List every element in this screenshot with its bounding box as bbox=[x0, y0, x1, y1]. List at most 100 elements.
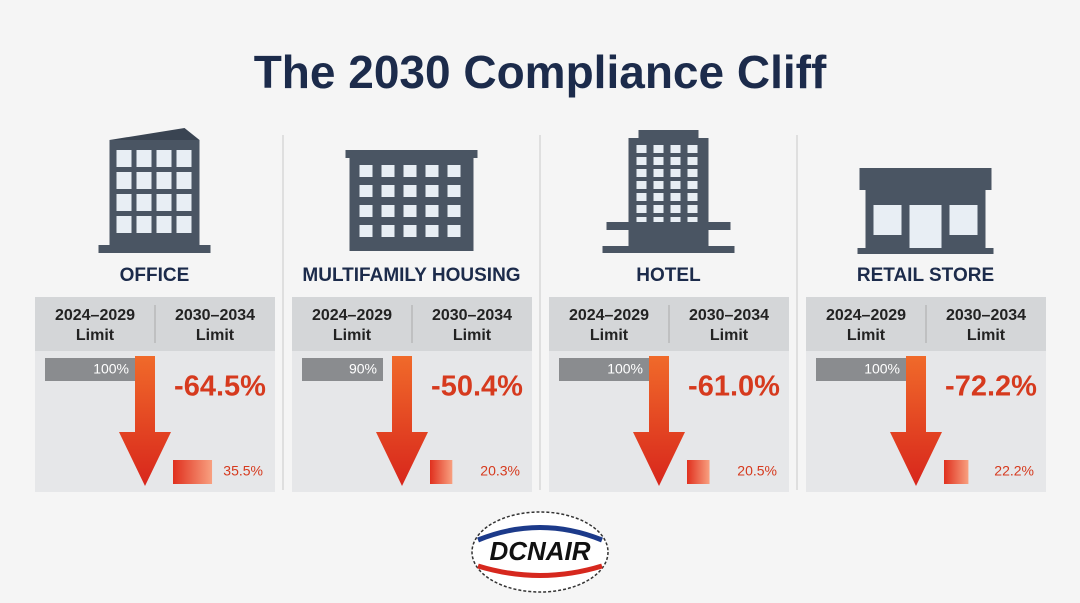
panel: HOTEL 2024–2029 Limit 2030–2034 Limit 100% -61… bbox=[539, 130, 789, 492]
icon-part bbox=[156, 216, 172, 233]
column-header: 2030–2034 bbox=[689, 307, 769, 324]
icon-part bbox=[670, 217, 681, 225]
drop-arrow bbox=[633, 356, 685, 486]
icon-part bbox=[176, 172, 192, 189]
icon-part bbox=[116, 172, 132, 189]
icon-part bbox=[447, 225, 461, 237]
column-header: 2024–2029 bbox=[826, 307, 906, 324]
icon-part bbox=[116, 216, 132, 233]
icon-part bbox=[116, 194, 132, 211]
icon-part bbox=[359, 225, 373, 237]
icon-part bbox=[636, 157, 647, 165]
column-header: 2024–2029 bbox=[55, 307, 135, 324]
column-header: 2030–2034 bbox=[432, 307, 512, 324]
panel-name: OFFICE bbox=[120, 265, 190, 286]
after-bar bbox=[173, 460, 213, 484]
icon-part bbox=[359, 165, 373, 177]
icon-part bbox=[653, 181, 664, 189]
icon-part bbox=[425, 185, 439, 197]
icon-part bbox=[653, 145, 664, 153]
column-header: 2024–2029 bbox=[312, 307, 392, 324]
icon-part bbox=[136, 172, 152, 189]
panel: MULTIFAMILY HOUSING 2024–2029 Limit 2030–20… bbox=[282, 135, 532, 492]
icon-part bbox=[381, 185, 395, 197]
change-label: -61.0% bbox=[688, 371, 780, 403]
icon-part bbox=[670, 157, 681, 165]
before-label: 100% bbox=[93, 361, 129, 377]
column-header: 2030–2034 bbox=[175, 307, 255, 324]
before-bar bbox=[816, 358, 906, 381]
icon-part bbox=[859, 168, 992, 190]
icon-part bbox=[873, 205, 902, 235]
column-header: Limit bbox=[847, 327, 886, 344]
icon bbox=[98, 128, 211, 253]
icon-part bbox=[425, 225, 439, 237]
title: The 2030 Compliance Cliff bbox=[254, 46, 827, 98]
icon bbox=[857, 168, 994, 254]
icon-part bbox=[687, 157, 698, 165]
after-bar bbox=[944, 460, 969, 484]
icon-part bbox=[653, 169, 664, 177]
column-header: 2030–2034 bbox=[946, 307, 1026, 324]
before-bar bbox=[302, 358, 383, 381]
logo-text: DCNAIR bbox=[489, 536, 590, 566]
panel: RETAIL STORE 2024–2029 Limit 2030–2034 Limit… bbox=[796, 135, 1046, 492]
icon-part bbox=[403, 205, 417, 217]
icon-part bbox=[687, 181, 698, 189]
icon-part bbox=[403, 185, 417, 197]
drop-arrow bbox=[376, 356, 428, 486]
after-label: 22.2% bbox=[994, 463, 1034, 479]
icon-part bbox=[136, 194, 152, 211]
icon-part bbox=[381, 225, 395, 237]
icon-part bbox=[447, 205, 461, 217]
icon-part bbox=[670, 145, 681, 153]
icon-part bbox=[176, 216, 192, 233]
icon-part bbox=[381, 165, 395, 177]
icon-part bbox=[636, 205, 647, 213]
icon-part bbox=[109, 128, 200, 140]
icon-part bbox=[359, 205, 373, 217]
icon-part bbox=[636, 217, 647, 225]
panel-name: RETAIL STORE bbox=[857, 265, 994, 286]
change-label: -72.2% bbox=[945, 371, 1037, 403]
before-label: 100% bbox=[864, 361, 900, 377]
icon-part bbox=[447, 185, 461, 197]
icon-part bbox=[687, 169, 698, 177]
icon-part bbox=[156, 172, 172, 189]
icon-part bbox=[447, 165, 461, 177]
icon-part bbox=[602, 246, 735, 253]
icon-part bbox=[670, 193, 681, 201]
icon-part bbox=[653, 157, 664, 165]
icon-part bbox=[857, 248, 994, 254]
icon-part bbox=[687, 193, 698, 201]
icon-part bbox=[653, 217, 664, 225]
icon-part bbox=[425, 165, 439, 177]
panel: OFFICE 2024–2029 Limit 2030–2034 Limit 100% -6… bbox=[35, 128, 275, 492]
before-bar bbox=[45, 358, 135, 381]
after-label: 35.5% bbox=[223, 463, 263, 479]
logo: DCNAIR bbox=[471, 511, 609, 593]
icon bbox=[345, 150, 478, 251]
icon-part bbox=[687, 145, 698, 153]
panels: OFFICE 2024–2029 Limit 2030–2034 Limit 100% -6… bbox=[35, 128, 1046, 492]
before-label: 100% bbox=[607, 361, 643, 377]
icon-part bbox=[653, 193, 664, 201]
icon-part bbox=[636, 181, 647, 189]
icon-part bbox=[670, 181, 681, 189]
icon-part bbox=[98, 245, 211, 253]
column-header: Limit bbox=[590, 327, 629, 344]
column-header: Limit bbox=[333, 327, 372, 344]
icon-part bbox=[403, 165, 417, 177]
icon-part bbox=[359, 185, 373, 197]
panel-name: HOTEL bbox=[636, 265, 701, 286]
icon-part bbox=[670, 169, 681, 177]
icon-part bbox=[345, 150, 478, 158]
after-bar bbox=[430, 460, 453, 484]
icon bbox=[602, 130, 735, 253]
icon-part bbox=[156, 194, 172, 211]
column-header: Limit bbox=[453, 327, 492, 344]
column-header: Limit bbox=[196, 327, 235, 344]
drop-arrow bbox=[119, 356, 171, 486]
change-label: -50.4% bbox=[431, 371, 523, 403]
